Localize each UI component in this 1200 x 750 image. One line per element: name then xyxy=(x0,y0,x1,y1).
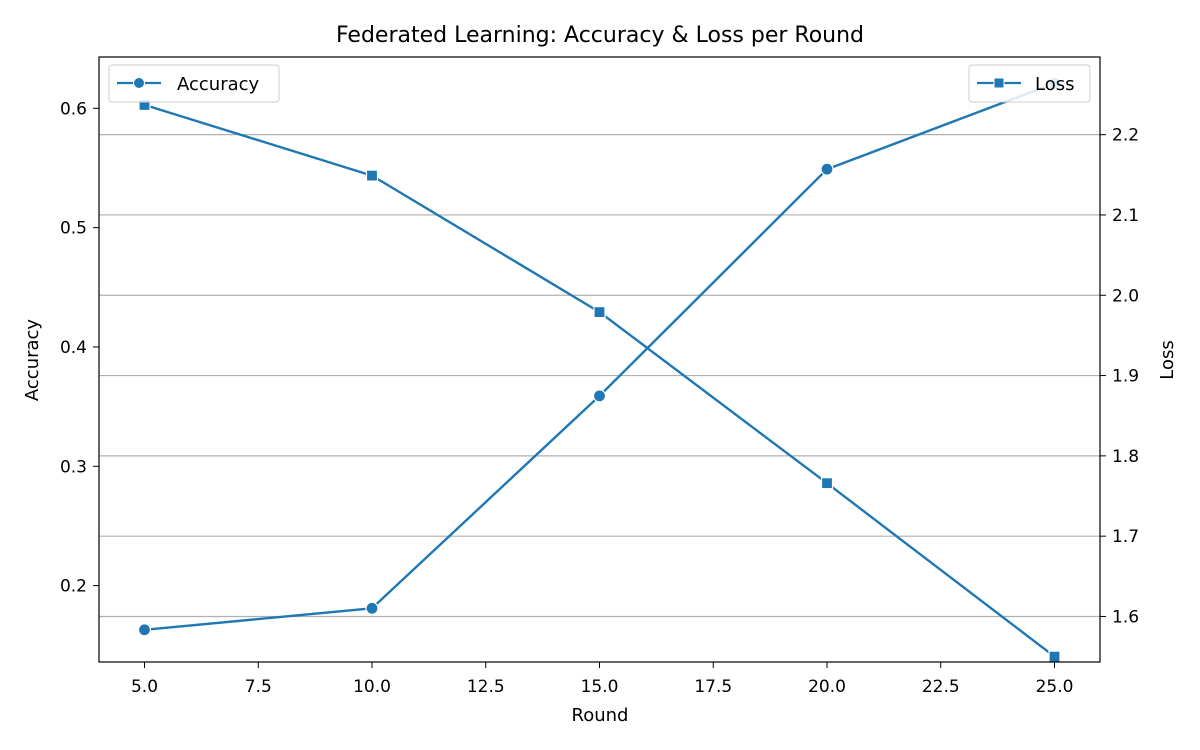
loss-point xyxy=(820,477,834,490)
legend-accuracy-marker xyxy=(133,77,145,89)
legend-accuracy-box xyxy=(108,64,280,103)
chart-title: Federated Learning: Accuracy & Loss per … xyxy=(336,23,864,48)
left-y-axis: 0.2 0.3 0.4 0.5 0.6 xyxy=(60,99,99,597)
left-y-axis-label: Accuracy xyxy=(22,319,43,402)
x-tick-label: 17.5 xyxy=(694,677,732,697)
left-y-tick-label: 0.6 xyxy=(60,99,87,119)
legend-loss-label: Loss xyxy=(1035,74,1074,95)
right-y-tick-label: 1.6 xyxy=(1112,607,1139,627)
loss-point xyxy=(1048,650,1061,663)
x-axis-label: Round xyxy=(572,705,629,726)
accuracy-point xyxy=(592,389,607,403)
left-y-tick-label: 0.2 xyxy=(60,577,87,597)
x-tick-label: 10.0 xyxy=(353,677,391,697)
right-y-axis-label: Loss xyxy=(1157,340,1178,379)
x-tick-label: 25.0 xyxy=(1036,677,1074,697)
accuracy-point xyxy=(365,601,379,615)
accuracy-point xyxy=(137,623,152,637)
right-y-tick-label: 1.7 xyxy=(1112,527,1139,547)
plot-frame xyxy=(98,56,1101,663)
x-tick-label: 5.0 xyxy=(131,677,158,697)
right-y-tick-label: 2.0 xyxy=(1112,286,1139,306)
legend-loss-box xyxy=(968,64,1091,103)
x-tick-label: 12.5 xyxy=(467,677,505,697)
legend-accuracy-label: Accuracy xyxy=(177,74,260,95)
x-axis: 5.0 7.5 10.0 12.5 15.0 17.5 20.0 22.5 25.0 xyxy=(131,662,1073,697)
x-tick-label: 7.5 xyxy=(245,677,272,697)
right-y-tick-label: 2.1 xyxy=(1112,206,1139,226)
accuracy-point xyxy=(820,162,834,176)
right-y-tick-label: 1.9 xyxy=(1112,367,1139,387)
series xyxy=(137,76,1062,663)
right-y-tick-label: 2.2 xyxy=(1112,126,1139,146)
legend-loss: Loss xyxy=(968,64,1091,103)
x-tick-label: 15.0 xyxy=(581,677,619,697)
right-y-tick-label: 1.8 xyxy=(1112,447,1139,467)
legend-loss-marker xyxy=(993,77,1005,89)
x-tick-label: 22.5 xyxy=(922,677,960,697)
left-y-tick-label: 0.4 xyxy=(60,338,87,358)
left-y-tick-label: 0.5 xyxy=(60,219,87,239)
grid xyxy=(99,134,1100,618)
legend-accuracy: Accuracy xyxy=(108,64,280,103)
loss-point xyxy=(365,169,379,182)
x-tick-label: 20.0 xyxy=(808,677,846,697)
loss-point xyxy=(593,306,606,319)
right-y-axis: 1.6 1.7 1.8 1.9 2.0 2.1 2.2 xyxy=(1100,126,1139,627)
left-y-tick-label: 0.3 xyxy=(60,457,87,477)
